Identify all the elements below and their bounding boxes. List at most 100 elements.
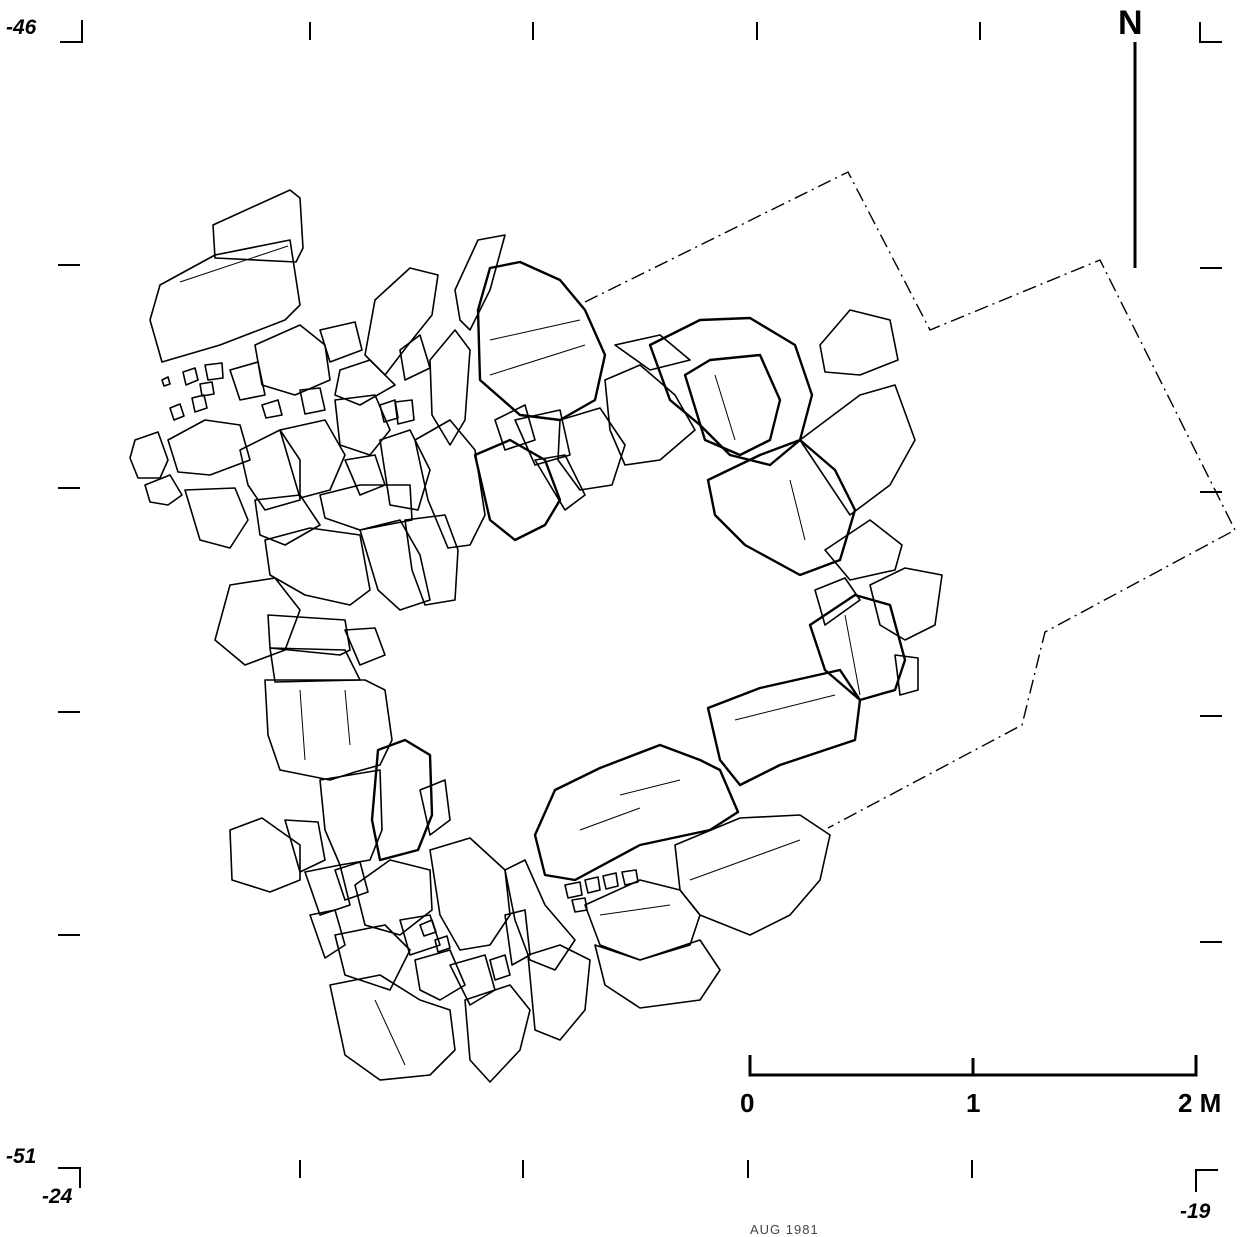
- stone: [229, 817, 301, 893]
- stone: [184, 487, 249, 549]
- stone: [182, 367, 199, 386]
- stone: [267, 614, 351, 656]
- drawing-credit: AUG 1981: [750, 1222, 819, 1237]
- stone: [319, 769, 383, 866]
- stone: [319, 484, 413, 531]
- stone: [473, 438, 562, 542]
- stone: [476, 260, 607, 422]
- stone: [621, 869, 639, 886]
- stone: [824, 519, 903, 581]
- stone: [564, 881, 583, 899]
- stone: [584, 879, 701, 961]
- stone: [404, 514, 459, 606]
- stone: [894, 654, 919, 696]
- coord-bottom-left-x: -24: [42, 1185, 73, 1208]
- north-label: N: [1118, 4, 1143, 42]
- stone: [604, 364, 696, 466]
- stone: [309, 909, 346, 959]
- stone: [489, 954, 511, 981]
- stone: [464, 984, 531, 1083]
- stone: [284, 819, 326, 873]
- stone: [344, 627, 386, 666]
- stone: [527, 944, 591, 1041]
- stone: [394, 399, 415, 425]
- scale-label-1: 1: [966, 1088, 981, 1118]
- stone: [379, 399, 399, 423]
- stone: [869, 567, 943, 641]
- corner-marker-bottom-right: [1195, 1169, 1218, 1192]
- stone: [419, 779, 451, 836]
- stone: [379, 429, 431, 511]
- stone: [261, 399, 283, 419]
- stone: [279, 419, 346, 499]
- corner-marker-bottom-left: [58, 1167, 81, 1188]
- grid-ticks-left: [58, 264, 80, 936]
- stone: [594, 939, 721, 1009]
- stone: [819, 309, 899, 376]
- stone: [359, 519, 431, 611]
- stone: [354, 859, 433, 936]
- stone: [264, 527, 371, 606]
- coord-top-left: -46: [6, 16, 37, 39]
- stone: [706, 668, 862, 787]
- stone: [533, 743, 740, 882]
- coord-bottom-left-y: -51: [6, 1145, 37, 1168]
- stone: [167, 419, 251, 476]
- scale-label-2m: 2 M: [1178, 1088, 1222, 1118]
- excavation-boundary: [584, 171, 1236, 829]
- stone: [504, 859, 576, 971]
- stone: [706, 438, 857, 577]
- stone-circle: [129, 189, 943, 1083]
- stone: [129, 431, 169, 479]
- stone: [304, 864, 351, 916]
- stone: [334, 861, 369, 901]
- stone: [534, 454, 586, 511]
- stone: [434, 935, 451, 953]
- stone: [299, 387, 326, 415]
- stone: [429, 837, 511, 951]
- stone: [329, 974, 456, 1081]
- stone: [399, 334, 431, 381]
- stone: [429, 329, 471, 446]
- stone: [414, 949, 466, 1001]
- stone: [334, 924, 411, 991]
- stone: [264, 679, 393, 781]
- stone: [199, 381, 215, 397]
- stone: [364, 267, 439, 376]
- stone: [799, 384, 916, 516]
- stone: [614, 334, 691, 371]
- scale-label-0: 0: [740, 1088, 755, 1118]
- stone: [254, 324, 331, 396]
- stone: [144, 474, 183, 506]
- grid-ticks-top: [309, 22, 981, 40]
- stone: [254, 494, 321, 546]
- stone: [161, 376, 171, 387]
- corner-marker-top-left: [60, 20, 83, 43]
- stone: [557, 407, 626, 491]
- stone: [229, 361, 266, 401]
- stone: [212, 189, 304, 263]
- stone: [191, 394, 208, 413]
- stone: [808, 593, 907, 702]
- stone: [674, 814, 831, 936]
- coord-bottom-right-x: -19: [1180, 1200, 1211, 1223]
- corner-marker-top-right: [1199, 22, 1222, 43]
- stone: [370, 738, 434, 862]
- scale-bar: [748, 1055, 1198, 1077]
- stone: [504, 909, 531, 966]
- corner-markers: [58, 20, 1222, 1192]
- stone: [344, 454, 386, 496]
- stone: [683, 353, 782, 457]
- stone: [399, 914, 441, 956]
- stone: [419, 919, 437, 937]
- stone: [454, 234, 506, 331]
- stone: [602, 872, 619, 890]
- stone: [494, 404, 536, 451]
- stone: [204, 362, 224, 381]
- stone: [414, 419, 486, 549]
- stone: [149, 239, 301, 363]
- grid-ticks-right: [1200, 267, 1222, 943]
- grid-ticks-bottom: [299, 1160, 973, 1178]
- stone: [319, 321, 363, 363]
